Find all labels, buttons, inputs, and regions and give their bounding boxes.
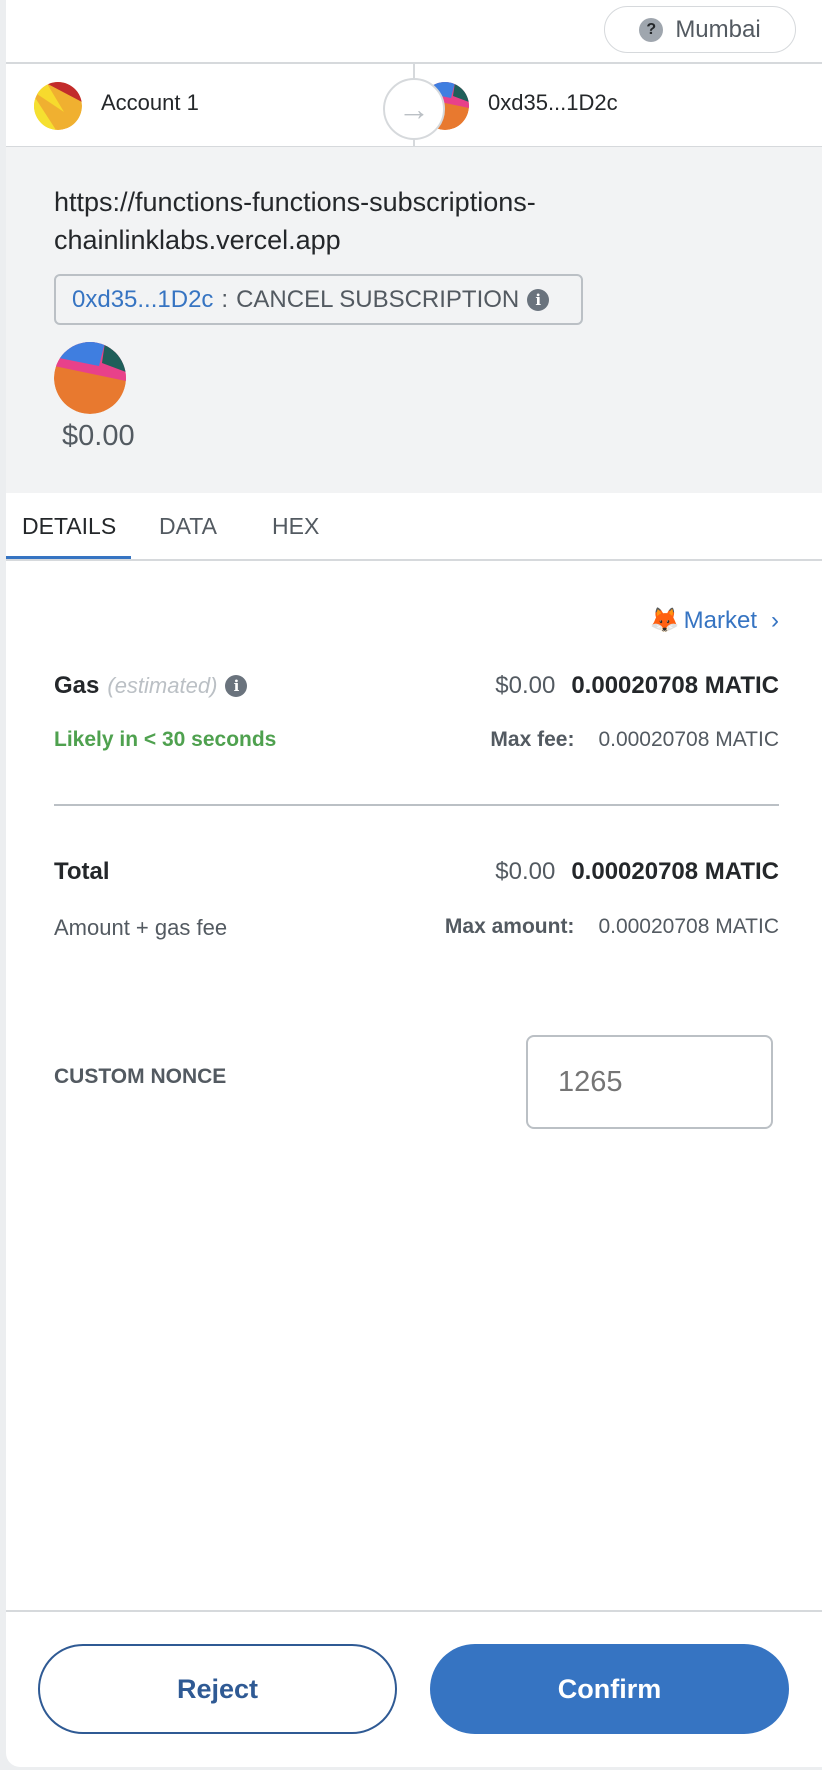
separator: : [221,285,229,313]
total-fiat: $0.00 [495,858,556,885]
contract-avatar [54,342,126,414]
method-badge: 0xd35...1D2c : CANCEL SUBSCRIPTION i [54,274,583,325]
market-label: Market [683,606,757,634]
chevron-right-icon: › [771,606,779,634]
total-value: 0.00020708 MATIC [571,858,779,885]
tab-hex[interactable]: HEX [272,512,320,539]
custom-nonce-input[interactable] [526,1035,773,1129]
total-amount: $0.00 0.00020708 MATIC [495,858,779,886]
divider [54,804,779,806]
custom-nonce-label: CUSTOM NONCE [54,1065,227,1088]
gas-timing: Likely in < 30 seconds [54,728,277,751]
gas-title: Gas [54,672,100,699]
origin-url-line: chainlinklabs.vercel.app [54,225,341,255]
from-account-name[interactable]: Account 1 [101,90,199,115]
network-name: Mumbai [675,15,761,43]
confirm-button[interactable]: Confirm [430,1644,789,1734]
info-icon[interactable]: i [527,288,550,311]
gas-label: Gas (estimated) i [54,672,248,700]
max-fee-value: 0.00020708 MATIC [598,728,779,751]
origin-url: https://functions-functions-subscription… [54,183,694,259]
gas-amount: 0.00020708 MATIC [571,672,779,699]
confirm-transaction-card: ? Mumbai Account 1 0xd35...1D2c → https:… [6,0,822,1767]
origin-url-line: https://functions-functions-subscription… [54,187,536,217]
gas-fee: $0.00 0.00020708 MATIC [495,672,779,700]
market-link[interactable]: 🦊 Market › [650,606,779,635]
from-account-avatar [34,82,82,130]
total-label: Total [54,858,110,885]
info-icon[interactable]: i [225,675,248,697]
to-address[interactable]: 0xd35...1D2c [488,90,618,115]
max-fee: Max fee: 0.00020708 MATIC [490,728,779,752]
network-selector[interactable]: ? Mumbai [604,6,796,53]
tab-data[interactable]: DATA [159,512,217,539]
divider [6,559,822,561]
transaction-summary [6,147,822,493]
estimated-label: (estimated) [107,673,218,698]
total-subtitle: Amount + gas fee [54,915,228,940]
max-amount-label: Max amount: [444,915,575,938]
max-amount-value: 0.00020708 MATIC [598,915,779,938]
reject-button[interactable]: Reject [38,1644,397,1734]
fox-icon: 🦊 [649,607,680,634]
question-icon: ? [639,17,664,42]
transaction-value: $0.00 [62,420,135,452]
tab-details[interactable]: DETAILS [22,512,117,539]
divider [6,1610,822,1612]
active-tab-indicator [6,556,131,560]
gas-fiat: $0.00 [495,672,556,699]
method-name: CANCEL SUBSCRIPTION [236,285,520,313]
contract-address-link[interactable]: 0xd35...1D2c [72,285,214,313]
arrow-right-icon: → [383,78,445,140]
max-amount: Max amount: 0.00020708 MATIC [445,915,779,939]
max-fee-label: Max fee: [490,728,575,751]
